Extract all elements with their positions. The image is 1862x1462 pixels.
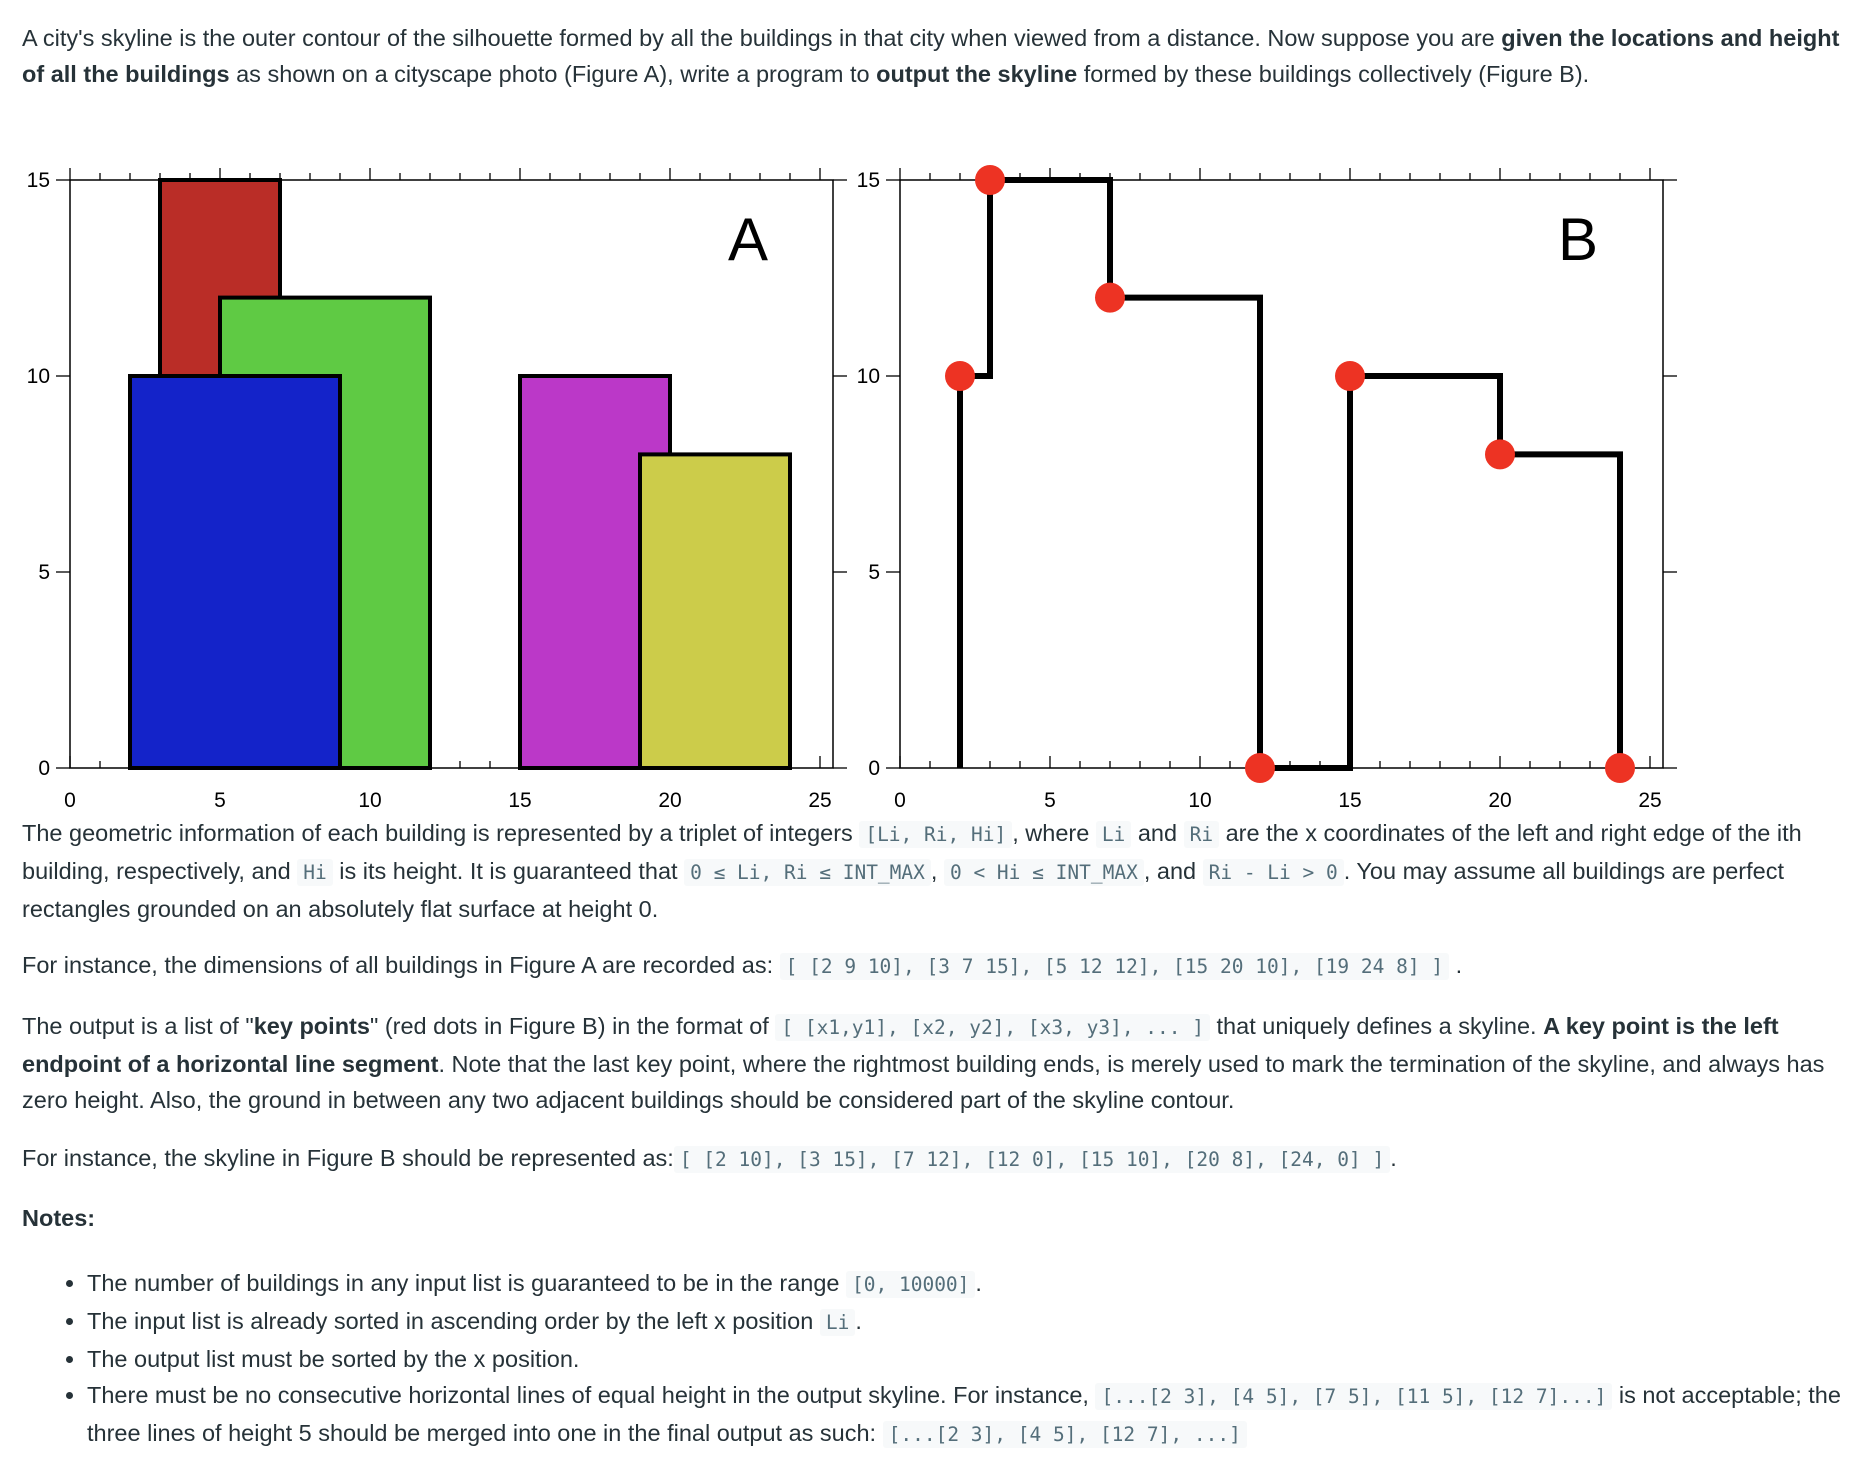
- x-tick-label: 25: [808, 789, 831, 810]
- paragraph-key-points: The output is a list of "key points" (re…: [22, 1013, 1825, 1113]
- notes-list: The number of buildings in any input lis…: [22, 1265, 1857, 1453]
- notes-title: Notes:: [22, 1205, 96, 1231]
- figure-b: 0 5 10 15 0 5 10 15 20 25 B: [857, 165, 1677, 810]
- y-tick-label: 5: [38, 561, 50, 584]
- y-tick-label: 15: [857, 169, 880, 192]
- note-item: The output list must be sorted by the x …: [87, 1341, 1857, 1377]
- key-point: [1485, 439, 1515, 470]
- y-tick-label: 10: [27, 365, 50, 388]
- paragraph-example-output: For instance, the skyline in Figure B sh…: [22, 1145, 1397, 1173]
- key-point: [1095, 282, 1125, 313]
- x-tick-label: 15: [508, 789, 531, 810]
- x-tick-label: 20: [1488, 789, 1511, 810]
- figure-a: 0 5 10 15 0 5 10 15 20 25 A: [27, 168, 847, 810]
- skyline-line: [957, 177, 1623, 771]
- intro-paragraph: A city's skyline is the outer contour of…: [22, 25, 1840, 87]
- y-tick-label: 5: [868, 561, 880, 584]
- x-tick-label: 5: [1044, 789, 1056, 810]
- note-item: There must be no consecutive horizontal …: [87, 1377, 1857, 1453]
- x-tick-label: 0: [64, 789, 76, 810]
- y-tick-label: 15: [27, 169, 50, 192]
- key-point: [975, 165, 1005, 195]
- x-tick-label: 25: [1638, 789, 1661, 810]
- panel-label: B: [1558, 206, 1598, 273]
- x-tick-label: 15: [1338, 789, 1361, 810]
- paragraph-example-input: For instance, the dimensions of all buil…: [22, 952, 1463, 980]
- note-item: The input list is already sorted in asce…: [87, 1303, 1857, 1341]
- figures: 0 5 10 15 0 5 10 15 20 25 A 0 5 10 15 0 5 10 15 20 25 B: [27, 165, 1677, 810]
- x-tick-label: 20: [658, 789, 681, 810]
- y-tick-label: 0: [868, 757, 880, 780]
- x-tick-label: 10: [358, 789, 381, 810]
- building-rect: [638, 452, 792, 770]
- panel-label: A: [728, 206, 768, 273]
- paragraph-triplet: The geometric information of each buildi…: [22, 820, 1802, 922]
- plot-frame: [69, 179, 834, 769]
- note-item: The number of buildings in any input lis…: [87, 1265, 1857, 1303]
- y-tick-label: 0: [38, 757, 50, 780]
- x-tick-label: 10: [1188, 789, 1211, 810]
- building-rect: [128, 374, 342, 770]
- plot-frame: [899, 179, 1664, 769]
- key-point: [1245, 753, 1275, 783]
- key-point: [945, 361, 975, 391]
- x-tick-label: 5: [214, 789, 226, 810]
- x-tick-label: 0: [894, 789, 906, 810]
- y-tick-label: 10: [857, 365, 880, 388]
- key-point: [1335, 361, 1365, 391]
- key-point: [1605, 753, 1635, 783]
